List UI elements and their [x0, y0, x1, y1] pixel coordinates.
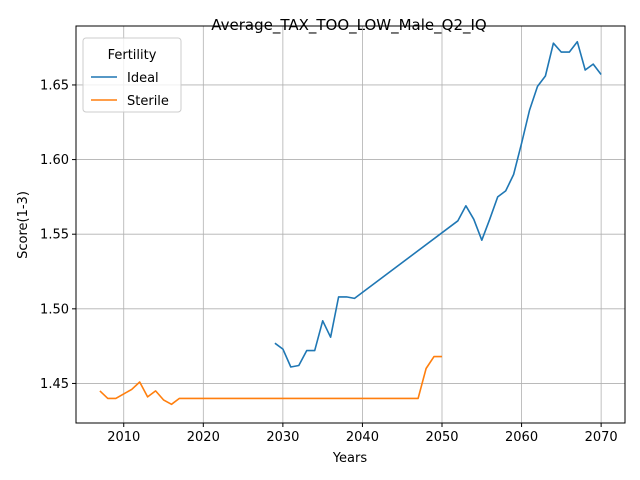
series-line-sterile: [99, 355, 442, 406]
series-layer: [99, 40, 602, 406]
y-tick-label: 1.50: [40, 302, 69, 317]
x-axis: 2010 2020 2030 2040 2050 2060 2070: [107, 423, 618, 445]
y-axis: 1.45 1.50 1.55 1.60 1.65: [40, 78, 76, 392]
x-tick-label: 2010: [107, 430, 140, 445]
y-tick-label: 1.65: [40, 78, 69, 93]
y-tick-label: 1.60: [40, 153, 69, 168]
x-tick-label: 2020: [187, 430, 220, 445]
x-tick-label: 2070: [585, 430, 618, 445]
legend-box: [82, 37, 182, 113]
x-tick-label: 2050: [425, 430, 458, 445]
plot-frame: [75, 25, 626, 424]
y-tick-label: 1.55: [40, 228, 69, 243]
y-axis-label: Score(1-3): [16, 191, 31, 259]
x-tick-label: 2030: [266, 430, 299, 445]
x-tick-label: 2060: [505, 430, 538, 445]
x-axis-label: Years: [332, 451, 368, 466]
y-tick-label: 1.45: [40, 377, 69, 392]
legend-label-sterile: Sterile: [127, 94, 169, 109]
legend: Fertility Ideal Sterile: [82, 37, 182, 113]
series-line-ideal: [274, 40, 602, 368]
x-tick-label: 2040: [346, 430, 379, 445]
legend-title: Fertility: [108, 48, 157, 63]
legend-label-ideal: Ideal: [127, 71, 159, 86]
